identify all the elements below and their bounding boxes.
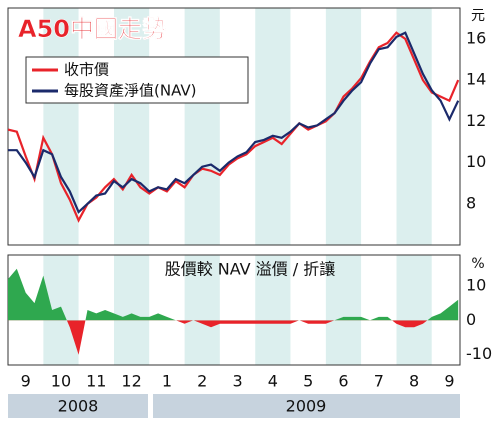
y-tick-label: -10 (466, 344, 492, 363)
y-tick-label: 8 (466, 193, 476, 212)
month-band (184, 8, 220, 245)
month-band (255, 255, 291, 365)
month-bands (43, 8, 432, 365)
y-tick-label: 16 (466, 28, 486, 47)
top-frame (7, 7, 461, 246)
x-tick-label: 4 (268, 372, 278, 391)
x-tick-label: 6 (338, 372, 348, 391)
lines (8, 31, 460, 223)
legend-label: 每股資產淨值(NAV) (64, 82, 197, 100)
area-negative (8, 320, 459, 355)
month-band (113, 255, 150, 365)
month-band (325, 8, 362, 245)
y-tick-label: 12 (466, 111, 486, 130)
area-positive (8, 268, 459, 321)
month-band (184, 255, 220, 365)
y-unit: % (471, 256, 484, 272)
x-tick-label: 9 (21, 372, 31, 391)
month-band (396, 255, 432, 365)
y-unit: 元 (471, 8, 485, 24)
month-band (255, 8, 291, 245)
x-tick-label: 1 (162, 372, 172, 391)
y-tick-label: 0 (466, 310, 476, 329)
x-tick-label: 5 (303, 372, 313, 391)
month-band (325, 255, 362, 365)
year-label: 2008 (58, 397, 99, 416)
panel-title: 股價較 NAV 溢價 / 折讓 (165, 260, 336, 279)
year-box (153, 394, 460, 418)
year-label: 2009 (286, 397, 327, 416)
x-tick-label: 8 (409, 372, 419, 391)
legend-label: 收市價 (64, 61, 109, 79)
y-tick-label: 10 (466, 275, 486, 294)
x-tick-label: 2 (197, 372, 207, 391)
year-box (8, 394, 148, 418)
x-tick-label: 12 (121, 372, 141, 391)
y-tick-label: 10 (466, 152, 486, 171)
series-line (8, 31, 460, 223)
x-tick-label: 9 (444, 372, 454, 391)
month-band (396, 8, 432, 245)
x-tick-label: 3 (232, 372, 242, 391)
x-tick-label: 7 (374, 372, 384, 391)
y-tick-label: 14 (466, 70, 486, 89)
legend (25, 56, 249, 104)
series-line (8, 31, 460, 214)
x-tick-label: 11 (86, 372, 106, 391)
x-tick-label: 10 (51, 372, 71, 391)
chart-title: A50中國走勢 (18, 15, 166, 43)
month-band (113, 8, 150, 245)
